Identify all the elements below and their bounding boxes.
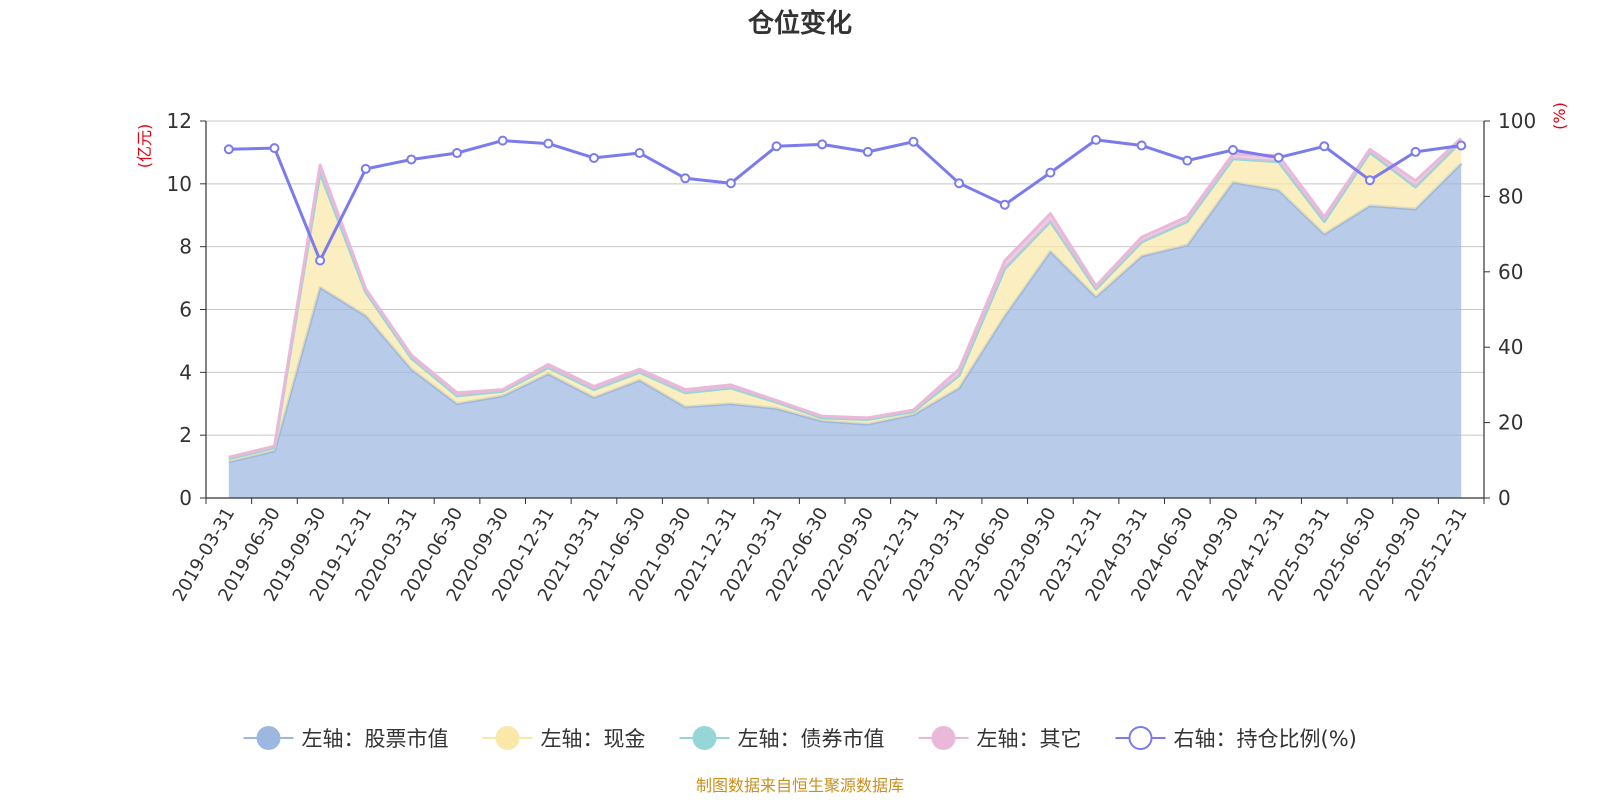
chart-title: 仓位变化 bbox=[747, 8, 852, 39]
right-tick-label: 0 bbox=[1498, 486, 1511, 510]
right-axis-unit: (%) bbox=[1550, 102, 1569, 130]
legend-marker bbox=[495, 726, 520, 750]
area-0 bbox=[228, 163, 1462, 498]
legend-marker bbox=[256, 726, 281, 750]
ratio-point bbox=[543, 138, 554, 149]
left-tick-label: 0 bbox=[179, 486, 192, 510]
ratio-point bbox=[954, 178, 965, 189]
ratio-point bbox=[634, 148, 645, 159]
ratio-point bbox=[406, 154, 417, 165]
ratio-point bbox=[1410, 146, 1421, 157]
legend-marker bbox=[692, 726, 717, 750]
ratio-point bbox=[452, 148, 463, 159]
ratio-point bbox=[269, 143, 280, 154]
ratio-point bbox=[1091, 134, 1102, 145]
legend-marker bbox=[931, 726, 956, 750]
ratio-point bbox=[862, 146, 873, 157]
left-axis-unit: (亿元) bbox=[135, 124, 154, 169]
ratio-series-line bbox=[228, 138, 1462, 262]
ratio-point bbox=[1456, 140, 1467, 151]
left-tick-label: 8 bbox=[179, 235, 192, 259]
ratio-point bbox=[223, 144, 234, 155]
legend-label: 左轴：债券市值 bbox=[738, 727, 885, 751]
left-tick-label: 4 bbox=[179, 360, 192, 384]
legend-label: 左轴：现金 bbox=[541, 727, 646, 751]
left-tick-label: 12 bbox=[167, 109, 192, 133]
ratio-point bbox=[1045, 167, 1056, 178]
ratio-point bbox=[315, 255, 326, 266]
ratio-point bbox=[771, 141, 782, 152]
stacked-areas bbox=[228, 137, 1463, 498]
ratio-point bbox=[497, 135, 508, 146]
legend-label: 左轴：其它 bbox=[977, 727, 1082, 751]
data-source-note: 制图数据来自恒生聚源数据库 bbox=[696, 776, 904, 795]
ratio-point bbox=[1227, 145, 1238, 156]
right-tick-label: 60 bbox=[1498, 260, 1523, 284]
right-tick-label: 40 bbox=[1498, 335, 1523, 359]
ratio-point bbox=[1136, 140, 1147, 151]
left-tick-label: 6 bbox=[179, 298, 192, 322]
position-ratio-line bbox=[223, 134, 1467, 266]
right-tick-label: 80 bbox=[1498, 184, 1523, 208]
ratio-point bbox=[1273, 152, 1284, 163]
ratio-point bbox=[817, 139, 828, 150]
ratio-point bbox=[360, 163, 371, 174]
left-tick-label: 10 bbox=[167, 172, 192, 196]
legend-marker bbox=[1128, 726, 1153, 750]
right-tick-label: 100 bbox=[1498, 109, 1536, 133]
ratio-point bbox=[908, 136, 919, 147]
legend-label: 右轴：持仓比例(%) bbox=[1174, 727, 1357, 751]
ratio-point bbox=[725, 178, 736, 189]
ratio-point bbox=[680, 173, 691, 184]
legend: 左轴：股票市值 左轴：现金 左轴：债券市值 左轴：其它 右轴：持仓比例(%) bbox=[243, 726, 1357, 751]
left-tick-label: 2 bbox=[179, 423, 192, 447]
ratio-point bbox=[1182, 155, 1193, 166]
ratio-point bbox=[999, 199, 1010, 210]
ratio-point bbox=[588, 152, 599, 163]
ratio-point bbox=[1364, 175, 1375, 186]
legend-label: 左轴：股票市值 bbox=[302, 727, 449, 751]
ratio-point bbox=[1319, 141, 1330, 152]
right-tick-label: 20 bbox=[1498, 411, 1523, 435]
